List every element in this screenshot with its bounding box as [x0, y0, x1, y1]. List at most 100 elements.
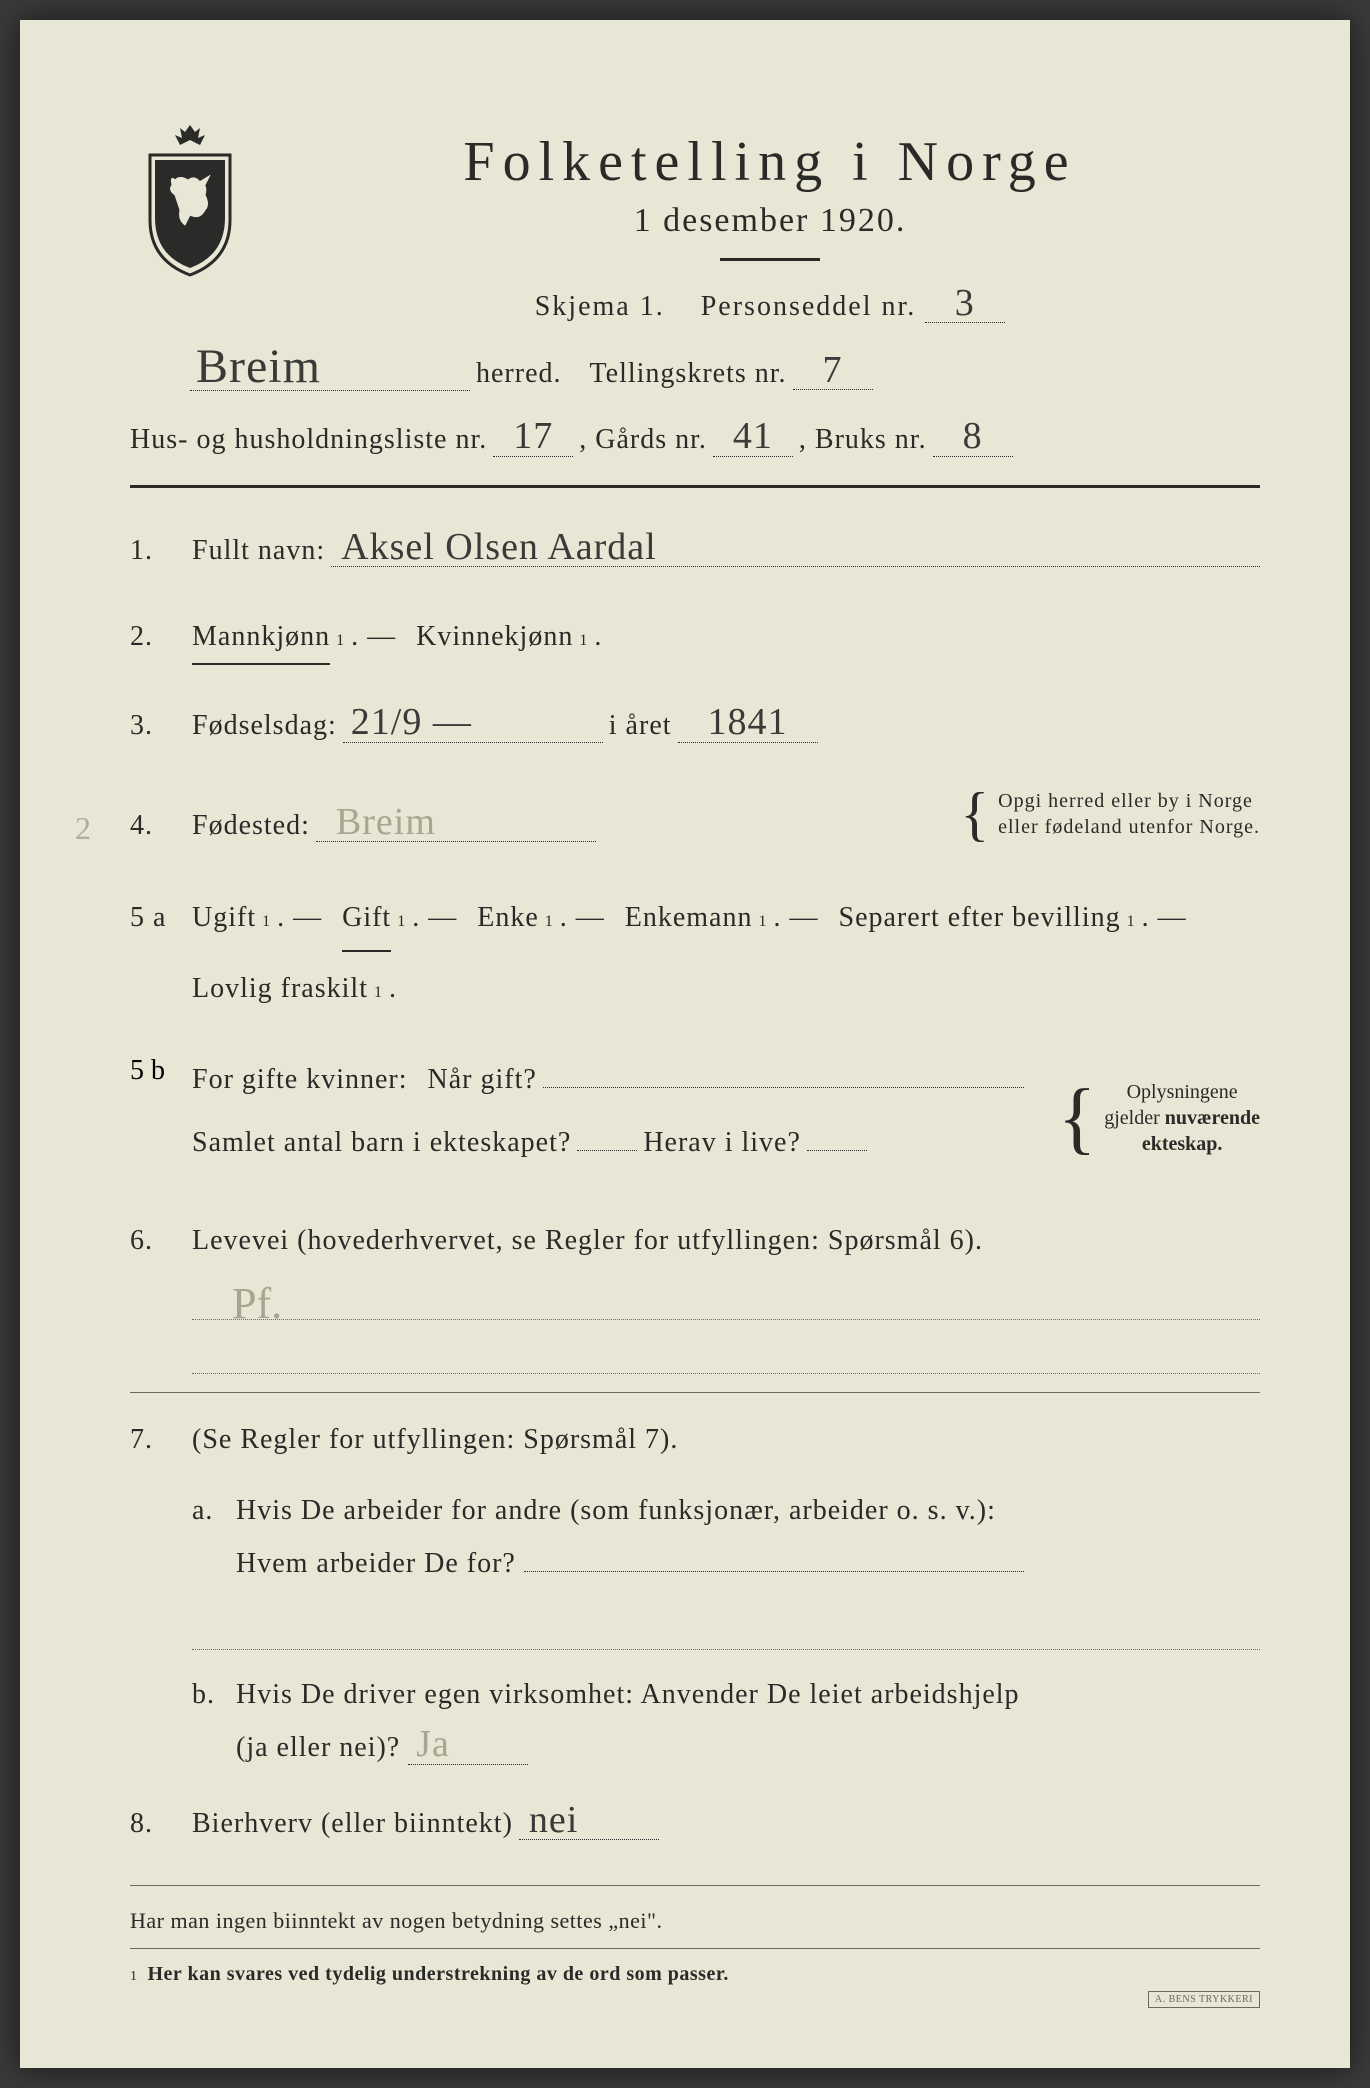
q5b-num: 5 b [130, 1055, 178, 1180]
q7a-line2 [192, 1614, 1260, 1650]
q7-num: 7. [130, 1415, 178, 1465]
q5b-live-value [807, 1148, 867, 1151]
q5b-l2b: Herav i live? [643, 1118, 801, 1168]
footnote-num: 1 [130, 1969, 138, 1985]
q3-label: Fødselsdag: [192, 701, 337, 751]
q8-label: Bierhverv (eller biinntekt) [192, 1799, 513, 1849]
bruks-value: 8 [933, 419, 1013, 456]
divider-thin-3 [130, 1948, 1260, 1949]
q5b-gift-value [543, 1085, 1024, 1088]
brace-icon: { [1058, 1098, 1096, 1138]
herred-line: Breim herred. Tellingskrets nr. 7 [130, 345, 1260, 391]
q5a-fraskilt: Lovlig fraskilt [192, 958, 368, 1020]
census-form-page: 2 Folketelling i Norge 1 desember 1920. … [20, 20, 1350, 2068]
q7b-l1: Hvis De driver egen virksomhet: Anvender… [236, 1679, 1020, 1710]
printer-stamp: A. BENS TRYKKERI [1148, 1991, 1260, 2008]
q3-day: 21/9 — [343, 705, 603, 742]
pencil-annotation: 2 [75, 810, 91, 847]
q5b-note: { Oplysningene gjelder nuværende ekteska… [1058, 1055, 1260, 1180]
form-meta: Skjema 1. Personseddel nr. 3 [280, 286, 1260, 323]
tellingskrets-value: 7 [793, 353, 873, 390]
husliste-line: Hus- og husholdningsliste nr. 17 , Gårds… [130, 419, 1260, 456]
husliste-value: 17 [493, 419, 573, 456]
q6-num: 6. [130, 1216, 178, 1266]
q2-sup1: 1 [336, 627, 345, 656]
q6-text: Levevei (hovederhvervet, se Regler for u… [192, 1216, 983, 1266]
q7-text: (Se Regler for utfyllingen: Spørsmål 7). [192, 1415, 678, 1465]
q4-note-l2: eller fødeland utenfor Norge. [998, 814, 1260, 840]
q2-kvinne: Kvinnekjønn [416, 612, 573, 662]
q7b: b. Hvis De driver egen virksomhet: Anven… [192, 1668, 1260, 1774]
q7: 7. (Se Regler for utfyllingen: Spørsmål … [130, 1415, 1260, 1465]
q7b-value: Ja [408, 1727, 528, 1764]
q5b-l2a: Samlet antal barn i ekteskapet? [192, 1118, 571, 1168]
q7a-l1: Hvis De arbeider for andre (som funksjon… [236, 1495, 996, 1526]
q5b-l1b: Når gift? [428, 1055, 537, 1105]
q5b-l1a: For gifte kvinner: [192, 1055, 408, 1105]
herred-value: Breim [190, 345, 470, 391]
q2-end: . [594, 612, 602, 662]
tellingskrets-label: Tellingskrets nr. [590, 358, 787, 390]
q2-sup2: 1 [579, 627, 588, 656]
q5a-gift: Gift [342, 887, 391, 952]
q3-num: 3. [130, 701, 178, 751]
coat-of-arms-icon [130, 120, 250, 280]
divider-thin-1 [130, 1392, 1260, 1393]
divider-thin-2 [130, 1885, 1260, 1886]
personseddel-value: 3 [925, 286, 1005, 323]
footnote-text: Her kan svares ved tydelig understreknin… [148, 1963, 729, 1986]
q6-value: Pf. [232, 1278, 282, 1329]
subtitle: 1 desember 1920. [280, 202, 1260, 240]
skjema-label: Skjema 1. [535, 291, 665, 322]
footnote: 1 Her kan svares ved tydelig understrekn… [130, 1963, 1260, 1986]
q2-dash: . — [351, 612, 396, 662]
q2: 2. Mannkjønn1. — Kvinnekjønn1. [130, 612, 1260, 665]
q7a-value [524, 1569, 1024, 1572]
q5a-enke: Enke [477, 887, 539, 949]
q1-value: Aksel Olsen Aardal [331, 530, 1260, 567]
q4-note-l1: Opgi herred eller by i Norge [998, 788, 1260, 814]
herred-label: herred. [476, 358, 562, 390]
title-block: Folketelling i Norge 1 desember 1920. Sk… [280, 120, 1260, 323]
main-title: Folketelling i Norge [280, 130, 1260, 194]
q5b-barn-value [577, 1148, 637, 1151]
q5a-ugift: Ugift [192, 887, 256, 949]
gards-label: , Gårds nr. [579, 424, 707, 456]
q3: 3. Fødselsdag: 21/9 — i året 1841 [130, 701, 1260, 751]
q7a-letter: a. [192, 1484, 228, 1537]
q4: 4. Fødested: Breim { Opgi herred eller b… [130, 788, 1260, 851]
q4-num: 4. [130, 801, 178, 851]
q5b-note-l3: ekteskap. [1104, 1131, 1260, 1157]
divider-thick [130, 485, 1260, 488]
q7b-letter: b. [192, 1668, 228, 1721]
q1: 1. Fullt navn: Aksel Olsen Aardal [130, 526, 1260, 576]
q5b-note-l1: Oplysningene [1104, 1079, 1260, 1105]
q5a-enkemann: Enkemann [625, 887, 753, 949]
q5a-separert: Separert efter bevilling [839, 887, 1121, 949]
q6-line1: Pf. [192, 1284, 1260, 1320]
q7a: a. Hvis De arbeider for andre (som funks… [192, 1484, 1260, 1590]
q1-label: Fullt navn: [192, 526, 325, 576]
q8: 8. Bierhverv (eller biinntekt) nei [130, 1799, 1260, 1849]
footer-note: Har man ingen biinntekt av nogen betydni… [130, 1908, 1260, 1934]
gards-value: 41 [713, 419, 793, 456]
brace-icon: { [960, 799, 990, 829]
q7b-l2: (ja eller nei)? [236, 1732, 400, 1763]
q5b: 5 b For gifte kvinner: Når gift? Samlet … [130, 1055, 1260, 1180]
q6: 6. Levevei (hovederhvervet, se Regler fo… [130, 1216, 1260, 1266]
q2-num: 2. [130, 612, 178, 662]
q3-year-label: i året [609, 701, 672, 751]
header: Folketelling i Norge 1 desember 1920. Sk… [130, 120, 1260, 323]
bruks-label: , Bruks nr. [799, 424, 927, 456]
q4-note: { Opgi herred eller by i Norge eller fød… [960, 788, 1260, 840]
title-rule [720, 258, 820, 261]
q5a-num: 5 a [130, 893, 178, 943]
personseddel-label: Personseddel nr. [701, 291, 917, 322]
q5a: 5 a Ugift1. — Gift1. — Enke1. — Enkemann… [130, 887, 1260, 1019]
q3-year: 1841 [678, 705, 818, 742]
husliste-label: Hus- og husholdningsliste nr. [130, 424, 487, 456]
q1-num: 1. [130, 526, 178, 576]
q2-mann: Mannkjønn [192, 612, 330, 665]
q8-num: 8. [130, 1799, 178, 1849]
q4-value: Breim [316, 805, 596, 842]
